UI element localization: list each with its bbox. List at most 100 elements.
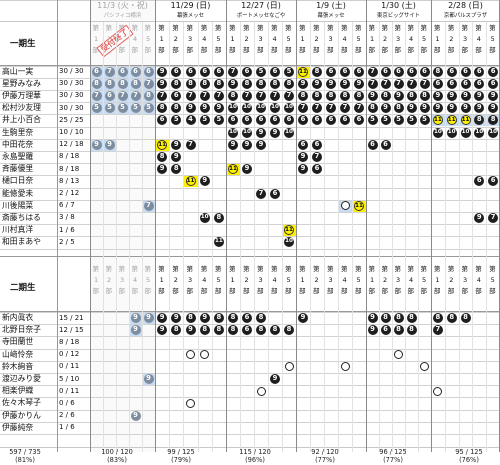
part-column-divider: [392, 22, 393, 452]
venue-divider: [0, 21, 500, 22]
ticket-count-marker: 8: [91, 78, 102, 89]
group2-part-char: 部: [271, 286, 278, 295]
group2-part-char: 部: [368, 286, 376, 295]
group1-part-char: 第: [214, 24, 222, 32]
group2-part-number: 5: [422, 275, 427, 284]
ticket-count-marker: 7: [130, 91, 141, 101]
row-line: [0, 163, 500, 165]
ticket-count-marker: 7: [185, 91, 196, 101]
ticket-count-marker: 10: [242, 103, 252, 114]
ticket-count-marker: 9: [130, 325, 141, 336]
ticket-count-marker: 6: [380, 325, 391, 336]
ticket-count-marker: 9: [171, 139, 182, 150]
part-column-divider: [197, 22, 199, 452]
ticket-count-marker: 9: [242, 164, 252, 175]
ticket-count-marker: 9: [157, 325, 168, 336]
ticket-count-marker: 8: [199, 325, 210, 336]
open-slot-circle: [433, 386, 443, 396]
ticket-count-marker: 9: [199, 103, 210, 114]
ticket-count-marker: 6: [312, 139, 322, 150]
member-count: 5 / 10: [59, 374, 80, 383]
ticket-count-marker: 5: [393, 115, 404, 126]
group1-part-char: 部: [229, 46, 236, 54]
ticket-count-marker: 8: [367, 103, 378, 114]
group1-part-number: 3: [463, 35, 468, 43]
ticket-count-marker: 7: [270, 91, 280, 101]
group2-part-char: 部: [144, 286, 152, 295]
row-line: [0, 360, 500, 362]
group1-part-char: 部: [313, 46, 320, 54]
group2-part-char: 第: [214, 264, 222, 273]
group1-part-char: 第: [285, 24, 292, 32]
ticket-count-marker: 7: [143, 200, 154, 211]
part-column-divider: [240, 22, 241, 452]
ticket-count-marker: 6: [393, 66, 404, 77]
ticket-count-marker: 8: [130, 78, 141, 89]
ticket-count-marker: 7: [185, 139, 196, 150]
member-name: 生駒里奈: [2, 127, 34, 137]
ticket-count-marker: 9: [171, 313, 182, 324]
ticket-count-marker: 5: [199, 115, 210, 126]
ticket-count-marker: 6: [354, 66, 364, 77]
part-column-divider: [379, 22, 380, 452]
group1-part-char: 第: [327, 24, 334, 32]
ticket-count-marker: 10: [242, 127, 252, 138]
group1-part-char: 部: [433, 46, 441, 54]
group2-part-char: 第: [271, 264, 278, 273]
ticket-count-marker: 9: [298, 152, 308, 162]
group2-part-number: 5: [216, 275, 221, 284]
member-name: 和田まあや: [2, 237, 41, 247]
ticket-count-marker: 7: [312, 152, 322, 162]
ticket-count-marker: 9: [367, 91, 378, 101]
ticket-count-marker: 6: [446, 78, 457, 89]
ticket-count-marker: 11: [354, 200, 364, 211]
group2-part-number: 4: [202, 275, 207, 284]
event-date-5: 1/30 (土): [381, 1, 416, 10]
ticket-count-marker: 6: [406, 66, 417, 77]
member-count: 30 / 30: [59, 79, 84, 88]
group2-part-number: 3: [396, 275, 401, 284]
group1-part-char: 第: [271, 24, 278, 32]
part-column-divider: [268, 22, 269, 452]
event-date-2: 11/29 (日): [170, 1, 211, 10]
ticket-count-marker: 7: [367, 78, 378, 89]
group1-part-char: 部: [355, 46, 362, 54]
member-name: 北野日奈子: [2, 325, 41, 335]
group2-part-char: 部: [131, 286, 139, 295]
group1-part-char: 第: [394, 24, 402, 32]
group2-part-char: 第: [92, 264, 100, 273]
total-percent: (83%): [107, 456, 127, 464]
ticket-count-marker: 6: [460, 66, 471, 77]
ticket-count-marker: 8: [380, 313, 391, 324]
ticket-count-marker: 6: [340, 66, 350, 77]
group2-part-char: 第: [407, 264, 415, 273]
member-name: 鈴木絢音: [2, 361, 34, 371]
open-slot-circle: [200, 350, 210, 360]
event-column-divider: [431, 0, 432, 452]
group2-part-char: 第: [105, 264, 113, 273]
open-slot-circle: [340, 362, 350, 372]
ticket-count-marker: 6: [380, 66, 391, 77]
group2-part-char: 第: [243, 264, 250, 273]
member-count: 2 / 6: [59, 411, 75, 420]
part-column-divider: [352, 22, 353, 452]
group2-part-char: 部: [92, 286, 100, 295]
ticket-count-marker: 7: [213, 91, 224, 101]
group1-part-char: 部: [489, 46, 496, 54]
event-date-1: 11/3 (火・祝): [97, 1, 148, 10]
group1-part-number: 4: [342, 35, 347, 43]
ticket-count-marker: 11: [228, 164, 238, 175]
ticket-count-marker: 7: [354, 103, 364, 114]
group1-part-char: 第: [461, 24, 469, 32]
group2-part-char: 部: [461, 286, 469, 295]
event-venue-1: パシフィコ横浜: [103, 13, 142, 19]
event-venue-5: 東京ビッグサイト: [376, 13, 421, 19]
ticket-count-marker: 8: [298, 91, 308, 101]
total-value: 99 / 125: [167, 448, 195, 456]
row-line: [0, 199, 500, 201]
ticket-count-marker: 8: [185, 78, 196, 89]
ticket-count-marker: 9: [488, 103, 499, 114]
ticket-count-marker: 9: [143, 313, 154, 324]
ticket-count-marker: 8: [432, 66, 443, 77]
ticket-count-marker: 9: [393, 91, 404, 101]
